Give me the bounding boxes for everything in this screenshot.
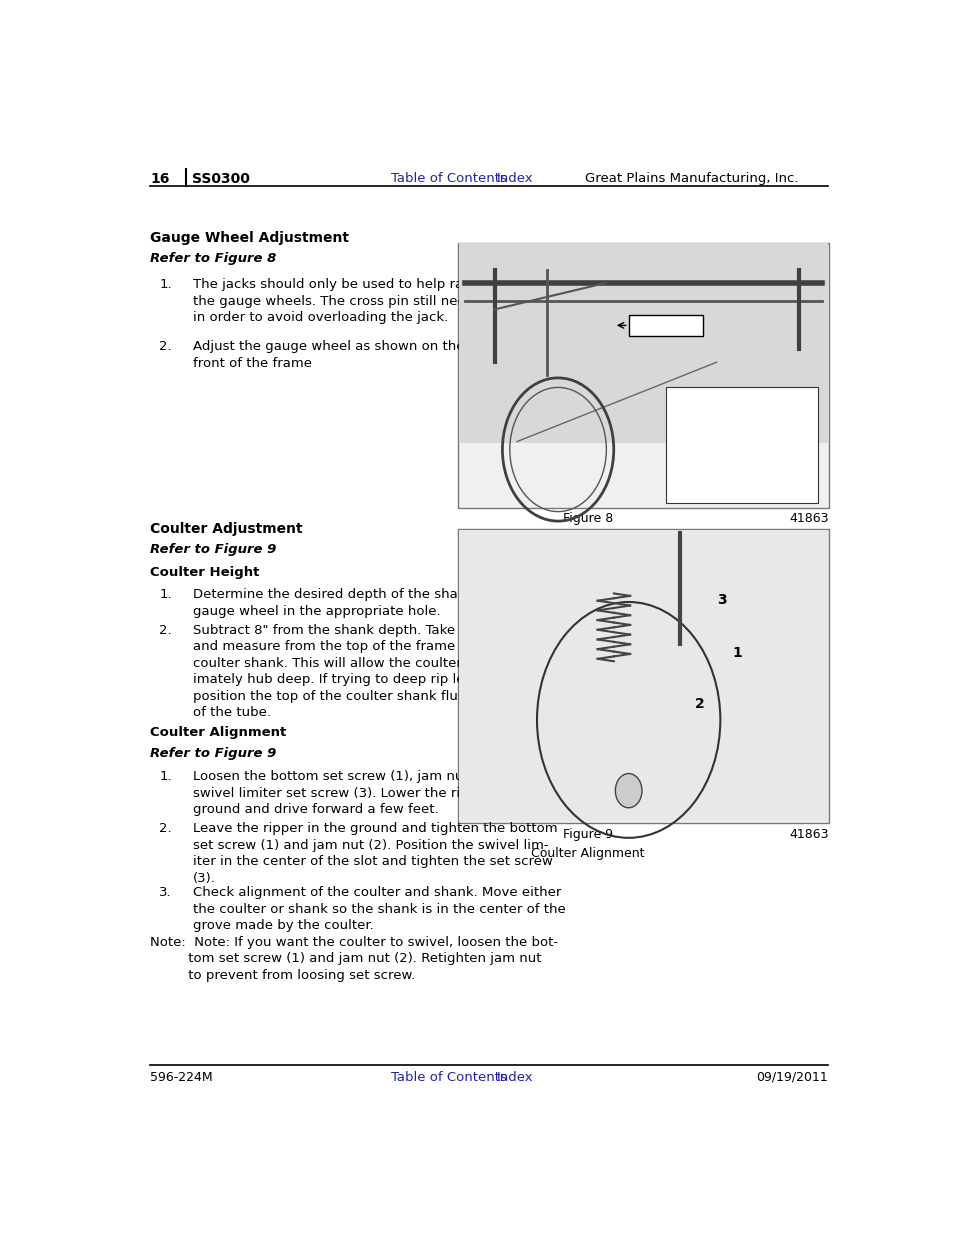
Text: Refer to Figure 9: Refer to Figure 9 bbox=[151, 543, 276, 556]
Text: HOLE   HOLE  DEPTH: HOLE HOLE DEPTH bbox=[666, 401, 740, 406]
Text: Determine the desired depth of the shank and set the
gauge wheel in the appropri: Determine the desired depth of the shank… bbox=[193, 589, 554, 618]
Text: Leave the ripper in the ground and tighten the bottom
set screw (1) and jam nut : Leave the ripper in the ground and tight… bbox=[193, 823, 558, 885]
Text: 596-224M: 596-224M bbox=[151, 1071, 213, 1083]
Text: Figure 9: Figure 9 bbox=[562, 829, 612, 841]
Text: 41863: 41863 bbox=[789, 829, 828, 841]
Bar bbox=[665, 387, 817, 503]
Text: Guage Wheels: Guage Wheels bbox=[541, 531, 633, 545]
Text: Refer to Figure 8: Refer to Figure 8 bbox=[151, 252, 276, 264]
Text: GAUGE  JACK  SEEDING: GAUGE JACK SEEDING bbox=[666, 390, 747, 395]
Text: Index: Index bbox=[496, 172, 533, 185]
Text: 1.: 1. bbox=[159, 771, 172, 783]
Text: 2: 2 bbox=[695, 697, 704, 710]
Text: 3: 3 bbox=[717, 594, 726, 608]
Text: TOP    TOP    9": TOP TOP 9" bbox=[666, 483, 715, 488]
Text: 3.: 3. bbox=[159, 887, 172, 899]
Text: Coulter Height: Coulter Height bbox=[151, 566, 259, 579]
Text: 1.: 1. bbox=[159, 278, 172, 291]
Circle shape bbox=[615, 773, 641, 808]
Text: The jacks should only be used to help raise and lower
the gauge wheels. The cros: The jacks should only be used to help ra… bbox=[193, 278, 556, 325]
Text: SS0300: SS0300 bbox=[193, 172, 250, 186]
Text: Loosen the bottom set screw (1), jam nut (2) and
swivel limiter set screw (3). L: Loosen the bottom set screw (1), jam nut… bbox=[193, 771, 534, 816]
Bar bbox=[459, 531, 826, 821]
Text: TOP   BOTTOM  18": TOP BOTTOM 18" bbox=[666, 414, 727, 419]
FancyBboxPatch shape bbox=[628, 315, 701, 336]
Text: Cross Pin: Cross Pin bbox=[636, 320, 694, 330]
Text: 41863: 41863 bbox=[789, 513, 828, 525]
Text: MIDDLE  BOTTOM  16.5-: MIDDLE BOTTOM 16.5- bbox=[666, 425, 741, 430]
Text: Adjust the gauge wheel as shown on the decal on the
front of the frame: Adjust the gauge wheel as shown on the d… bbox=[193, 341, 552, 369]
Bar bbox=[459, 243, 826, 443]
Bar bbox=[457, 529, 828, 824]
Text: 2.: 2. bbox=[159, 624, 172, 637]
Text: 1.: 1. bbox=[159, 589, 172, 601]
Text: Index: Index bbox=[496, 1071, 533, 1083]
Text: BOTTOM  BOTTOM  15-: BOTTOM BOTTOM 15- bbox=[666, 436, 739, 441]
Text: Subtract 8" from the shank depth. Take this distance
and measure from the top of: Subtract 8" from the shank depth. Take t… bbox=[193, 624, 568, 719]
Text: 2.: 2. bbox=[159, 341, 172, 353]
Text: MIDDLE  MIDDLE  12-: MIDDLE MIDDLE 12- bbox=[666, 459, 733, 464]
Text: Note:  Note: If you want the coulter to swivel, loosen the bot-
         tom set: Note: Note: If you want the coulter to s… bbox=[151, 936, 558, 982]
Text: MIDDLE   TOP   7.5": MIDDLE TOP 7.5" bbox=[666, 494, 728, 500]
Text: Figure 8: Figure 8 bbox=[562, 513, 612, 525]
Text: Table of Contents: Table of Contents bbox=[391, 1071, 507, 1083]
Text: BOTTOM  MIDDLE  10.5-: BOTTOM MIDDLE 10.5- bbox=[666, 472, 741, 477]
Text: Coulter Alignment: Coulter Alignment bbox=[531, 847, 644, 860]
Text: Coulter Adjustment: Coulter Adjustment bbox=[151, 522, 303, 536]
Text: Great Plains Manufacturing, Inc.: Great Plains Manufacturing, Inc. bbox=[584, 172, 798, 185]
Text: Gauge Wheel Adjustment: Gauge Wheel Adjustment bbox=[151, 231, 349, 245]
Text: 1: 1 bbox=[731, 646, 741, 661]
Text: Refer to Figure 9: Refer to Figure 9 bbox=[151, 747, 276, 761]
Text: 09/19/2011: 09/19/2011 bbox=[755, 1071, 826, 1083]
Text: Check alignment of the coulter and shank. Move either
the coulter or shank so th: Check alignment of the coulter and shank… bbox=[193, 887, 565, 932]
Text: Table of Contents: Table of Contents bbox=[391, 172, 507, 185]
Text: 2.: 2. bbox=[159, 823, 172, 835]
Text: 16: 16 bbox=[151, 172, 170, 186]
Text: Coulter Alignment: Coulter Alignment bbox=[151, 726, 286, 740]
Text: TOP    MIDDLE  13.5-: TOP MIDDLE 13.5- bbox=[666, 448, 731, 453]
Bar bbox=[457, 243, 828, 508]
